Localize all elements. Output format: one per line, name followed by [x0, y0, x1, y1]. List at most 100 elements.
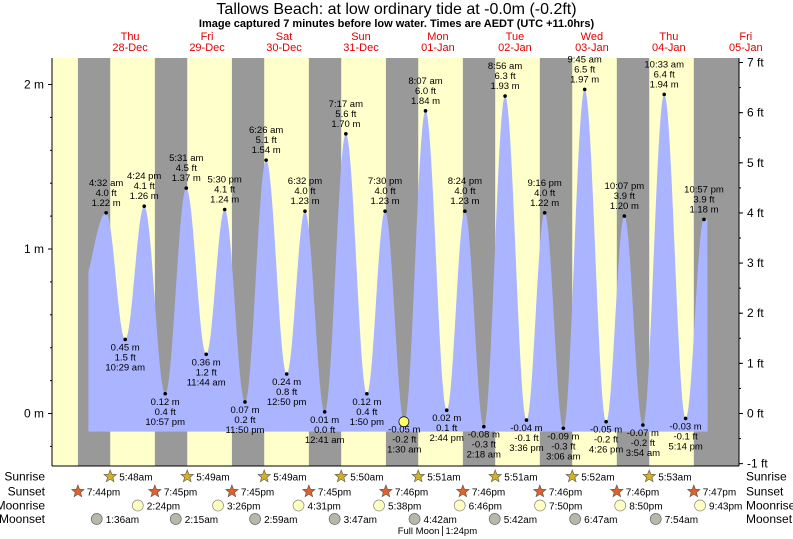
tide-label-line: 1.18 m [689, 204, 718, 215]
tide-label-line: 9:45 am [568, 54, 602, 65]
tide-label-line: -0.2 ft [392, 435, 417, 446]
tide-label-line: 1.94 m [650, 79, 679, 90]
sunrise-time: 5:49am [273, 473, 306, 484]
current-tide-marker [398, 416, 410, 428]
tide-label-line: 7:17 am [329, 99, 363, 110]
sunrise-time: 5:50am [350, 473, 383, 484]
sunset-time: 7:46pm [472, 488, 505, 499]
tide-label-line: 5:30 pm [208, 175, 242, 186]
sunrise-event: 5:50am [334, 469, 384, 484]
tide-label-line: 0.0 ft [314, 425, 335, 436]
tide-label-line: 10:57 pm [684, 184, 724, 195]
day-name: Tue [506, 31, 525, 43]
day-name: Mon [427, 31, 448, 43]
tide-label-line: 2:44 pm [430, 433, 464, 444]
tide-label-line: 6.5 ft [574, 64, 595, 75]
moonset-event: 5:42am [488, 513, 537, 526]
star-icon [301, 484, 316, 498]
moon-icon [90, 513, 103, 525]
tide-point-high [264, 158, 268, 162]
moonset-event: 3:47am [328, 513, 377, 526]
tide-label-line: 5.1 ft [256, 135, 277, 146]
moon-icon [169, 513, 182, 525]
moonrise-time: 3:26pm [227, 502, 260, 513]
tide-point-high [542, 211, 547, 215]
day-date: 04-Jan [652, 42, 686, 54]
right-axis-tick-label: -1 ft [747, 457, 768, 471]
tide-label-line: -0.09 m [547, 431, 579, 442]
moon-icon [569, 513, 582, 525]
sunset-event: 7:44pm [70, 484, 120, 499]
right-axis-tick-label: 7 ft [747, 56, 764, 70]
tide-label-high: 7:17 am5.6 ft1.70 m [329, 99, 363, 130]
sunset-time: 7:44pm [87, 488, 120, 499]
sunset-time: 7:45pm [318, 488, 351, 499]
tide-label-line: 10:29 am [105, 362, 145, 373]
tide-area [88, 89, 708, 432]
day-date: 01-Jan [421, 42, 455, 54]
sunrise-event: 5:52am [565, 469, 615, 484]
day-date: 28-Dec [112, 42, 148, 54]
star-icon [334, 469, 349, 483]
moon-icon [694, 499, 706, 512]
right-axis-tick-label: 2 ft [747, 306, 764, 320]
sunrise-event: 5:49am [257, 469, 307, 484]
moonrise-time: 2:24pm [147, 502, 180, 513]
day-name: Sat [276, 31, 293, 43]
tide-label-line: 6.3 ft [495, 71, 516, 82]
sunrise-event: 5:48am [103, 469, 153, 484]
tide-label-line: 6.4 ft [654, 69, 675, 80]
sunset-event: 7:46pm [609, 484, 659, 499]
sunset-event: 7:45pm [224, 484, 274, 499]
tide-point-high [344, 132, 348, 136]
moon-icon [292, 499, 305, 512]
tide-label-line: 0.4 ft [356, 407, 377, 418]
tide-label-line: 0.45 m [111, 342, 140, 353]
tide-label-high: 9:45 am6.5 ft1.97 m [568, 54, 602, 85]
moonrise-event: 3:26pm [212, 499, 260, 513]
left-axis-tick-label: 2 m [24, 78, 44, 92]
moonset-time: 3:47am [344, 515, 377, 526]
tide-point-high [463, 209, 467, 213]
row-label-right-moonset: Moonset [746, 512, 793, 526]
day-name: Fri [739, 31, 752, 43]
sunset-time: 7:47pm [703, 488, 736, 499]
tide-label-high: 10:07 pm3.9 ft1.20 m [605, 181, 645, 212]
day-name: Thu [659, 31, 678, 43]
tide-label-low: 0.02 m0.1 ft2:44 pm [430, 413, 464, 444]
day-date: 02-Jan [498, 42, 532, 54]
tide-label-line: -0.3 ft [472, 440, 497, 451]
sunset-event: 7:46pm [378, 484, 428, 499]
day-date: 03-Jan [575, 42, 609, 54]
tide-label-low: -0.07 m-0.2 ft3:54 am [626, 428, 660, 459]
tide-label-low: -0.05 m-0.2 ft4:26 pm [589, 425, 623, 456]
sunrise-time: 5:51am [504, 473, 537, 484]
tide-label-line: -0.05 m [590, 425, 622, 436]
tide-point-high [184, 186, 189, 190]
star-icon [257, 469, 272, 483]
tide-label-line: 4.0 ft [294, 186, 315, 197]
tide-label-line: 3.9 ft [693, 194, 714, 205]
tide-label-line: 1.22 m [92, 198, 121, 209]
tide-label-line: 2:18 am [467, 450, 501, 461]
tide-label-line: 0.02 m [432, 413, 461, 424]
right-axis-tick-label: 3 ft [747, 256, 764, 270]
star-icon [565, 469, 580, 483]
tide-label-line: -0.2 ft [631, 438, 656, 449]
tide-label-line: 6:32 pm [288, 176, 322, 187]
tide-label-line: 0.12 m [352, 397, 381, 408]
tide-label-line: 12:50 pm [267, 397, 307, 408]
star-icon [70, 484, 85, 498]
tide-label-line: 1:50 pm [350, 417, 384, 428]
moon-icon [408, 513, 421, 525]
moonset-time: 4:42am [424, 515, 457, 526]
tide-label-low: 0.12 m0.4 ft1:50 pm [350, 397, 384, 428]
tide-label-line: -0.2 ft [594, 435, 619, 446]
tide-label-line: 1:30 am [387, 445, 421, 456]
tide-label-line: 1.37 m [172, 173, 201, 184]
tide-label-line: 4.0 ft [96, 188, 117, 199]
tide-point-high [423, 109, 428, 113]
tide-label-line: -0.04 m [510, 423, 542, 434]
